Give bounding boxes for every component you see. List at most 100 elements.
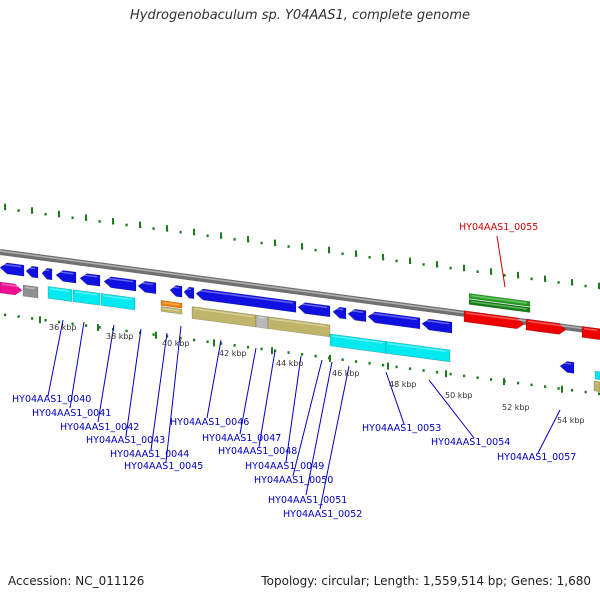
gene-label[interactable]: HY04AAS1_0048	[218, 446, 297, 457]
gene-arrow-red-shine	[583, 327, 598, 332]
inner-tick-dot	[395, 365, 398, 369]
leader-line	[428, 379, 475, 439]
inner-tick-dot	[530, 383, 533, 387]
outer-tick-dot	[314, 248, 317, 252]
inner-tick-dot	[247, 345, 250, 349]
inner-tick-dot	[220, 342, 223, 345]
leader-line	[69, 321, 85, 409]
gene-arrow-blue-shine	[197, 289, 294, 304]
gene-arrow-blue	[297, 302, 331, 318]
inner-tick-dot	[125, 329, 128, 333]
gene-box-gray	[22, 284, 39, 299]
label-leader-lines	[47, 235, 561, 510]
kbp-label: 52 kbp	[502, 403, 530, 412]
outer-tick-dot	[71, 216, 74, 220]
leader-line	[258, 350, 276, 448]
inner-tick-dot	[584, 390, 587, 394]
leader-line	[305, 361, 333, 496]
kbp-scale-labels: 36 kbp 38 kbp 40 kbp 42 kbp 44 kbp 46 kbp 48 k…	[49, 323, 585, 425]
inner-tick-dot	[517, 381, 520, 385]
leader-line	[206, 339, 222, 419]
gene-arrow-blue	[421, 318, 453, 334]
kbp-label: 48 kbp	[389, 380, 417, 389]
gene-box-olive	[160, 306, 183, 315]
gene-arrow-blue	[25, 265, 39, 279]
inner-tick-dot	[260, 347, 263, 351]
gene-label[interactable]: HY04AAS1_0049	[245, 461, 324, 472]
inner-tick-dot	[17, 315, 20, 318]
gene-label[interactable]: HY04AAS1_0055	[459, 222, 538, 233]
gene-box-green-shine	[470, 294, 528, 304]
gene-arrow-blue-shine	[185, 287, 192, 291]
inner-tick-dot	[31, 317, 34, 320]
gene-box-orange-shine	[162, 301, 180, 306]
gene-labels: HY04AAS1_0040 HY04AAS1_0041 HY04AAS1_0042 H…	[12, 222, 576, 520]
gene-arrow-blue-shine	[139, 281, 154, 286]
gene-features	[0, 262, 600, 393]
gene-arrow-blue	[367, 311, 421, 330]
outer-tick-dot	[287, 245, 290, 248]
gene-label[interactable]: HY04AAS1_0051	[268, 495, 347, 506]
gene-label[interactable]: HY04AAS1_0050	[254, 475, 333, 486]
gene-box-cyan	[100, 293, 136, 311]
kbp-label: 54 kbp	[557, 416, 585, 425]
gene-label[interactable]: HY04AAS1_0043	[86, 435, 165, 446]
inner-tick-dot	[301, 353, 304, 356]
leader-line	[125, 328, 142, 437]
gene-arrow-blue-shine	[171, 286, 180, 289]
kbp-label: 38 kbp	[106, 332, 134, 341]
inner-tick-dot	[166, 335, 169, 338]
gene-box-green-shine	[470, 300, 528, 310]
outer-tick-dot	[125, 223, 128, 227]
gene-label[interactable]: HY04AAS1_0054	[431, 437, 510, 448]
gene-arrow-blue-shine	[105, 277, 134, 283]
outer-tick-dot	[368, 256, 371, 259]
outer-tick-dot	[206, 234, 209, 238]
kbp-label: 40 kbp	[162, 339, 190, 348]
outer-tick-dot	[422, 263, 425, 266]
gene-label[interactable]: HY04AAS1_0057	[497, 452, 576, 463]
leader-line	[292, 359, 323, 477]
gene-arrow-blue-shine	[334, 307, 344, 311]
gene-arrow-blue-shine	[299, 303, 328, 309]
gene-arrow-blue	[79, 273, 101, 287]
kbp-label: 46 kbp	[332, 369, 360, 378]
inner-tick-dot	[179, 336, 182, 340]
inner-tick-dot	[571, 388, 574, 392]
gene-label[interactable]: HY04AAS1_0040	[12, 394, 91, 405]
inner-tick-dot	[287, 351, 290, 354]
kbp-label: 44 kbp	[276, 359, 304, 368]
gene-box-olive	[593, 380, 600, 393]
outer-tick-dot	[152, 227, 155, 230]
inner-tick-dot	[436, 370, 439, 374]
gene-label[interactable]: HY04AAS1_0041	[32, 408, 111, 419]
inner-tick-dot	[233, 344, 236, 347]
accession-text: Accession: NC_011126	[8, 574, 145, 588]
gene-arrow-blue	[195, 288, 297, 313]
gene-label[interactable]: HY04AAS1_0053	[362, 423, 441, 434]
inner-tick-dot	[58, 320, 61, 324]
inner-tick-dot	[544, 385, 547, 388]
gene-label[interactable]: HY04AAS1_0045	[124, 461, 203, 472]
gene-arrow-blue	[137, 280, 157, 295]
gene-arrow-blue-shine	[349, 309, 364, 314]
gene-label[interactable]: HY04AAS1_0052	[283, 509, 362, 520]
gene-arrow-blue	[183, 286, 195, 300]
inner-tick-dot	[557, 387, 560, 390]
outer-tick-dot	[44, 212, 47, 216]
outer-tick-dot	[584, 284, 587, 288]
gene-label[interactable]: HY04AAS1_0042	[60, 422, 139, 433]
gene-box-cyan-shine	[102, 294, 133, 301]
gene-label[interactable]: HY04AAS1_0046	[170, 417, 249, 428]
outer-tick-dot	[179, 230, 182, 234]
gene-box-cyan	[47, 286, 73, 302]
gene-label[interactable]: HY04AAS1_0044	[110, 449, 189, 460]
inner-tick-dot	[422, 369, 425, 372]
gene-label[interactable]: HY04AAS1_0047	[202, 433, 281, 444]
leader-line	[319, 365, 350, 510]
leader-line	[165, 325, 182, 463]
gene-box-cyan-shine	[74, 291, 98, 296]
inner-tick-dot	[314, 354, 317, 358]
gene-box-cyan	[385, 340, 451, 363]
gene-arrow-blue-shine	[43, 269, 50, 272]
